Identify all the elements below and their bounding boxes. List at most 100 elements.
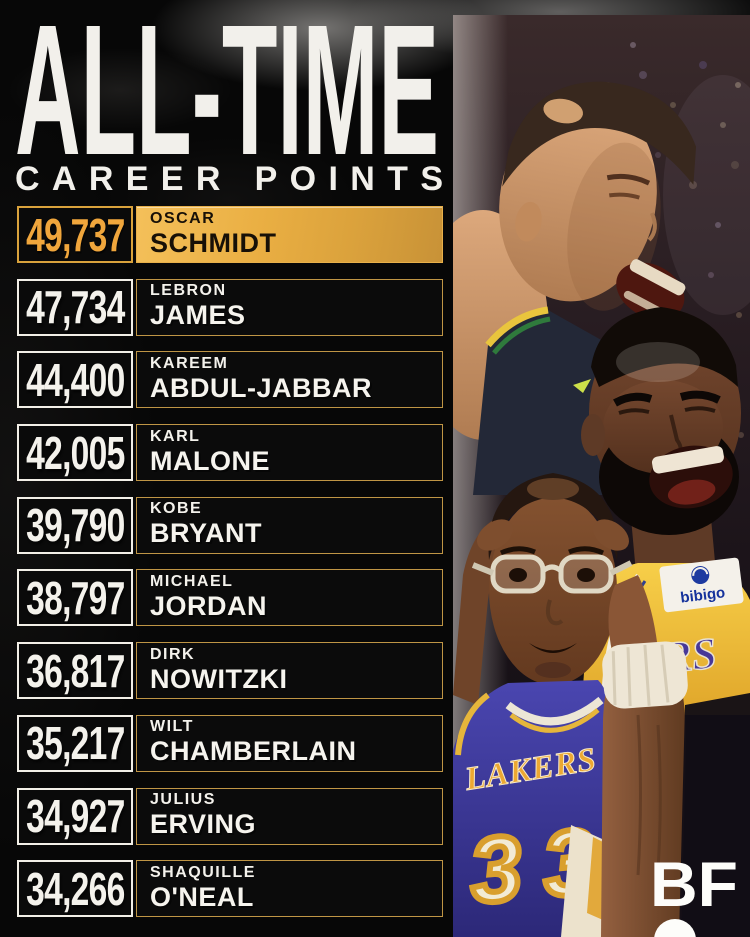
- points-box: 44,400: [17, 351, 133, 409]
- oscar-ear: [515, 201, 542, 242]
- ranking-row: 36,817 DIRK NOWITZKI: [17, 642, 443, 700]
- player-last-name: MALONE: [150, 445, 270, 476]
- ranking-row: 42,005 KARL MALONE: [17, 424, 443, 482]
- player-name-box: SHAQUILLE O'NEAL: [136, 860, 443, 918]
- player-name-box: KARL MALONE: [136, 424, 443, 482]
- ranking-row: 34,266 SHAQUILLE O'NEAL: [17, 860, 443, 918]
- kareem-hair: [488, 473, 618, 560]
- player-first-name: MICHAEL: [150, 572, 234, 590]
- player-name-box: LEBRON JAMES: [136, 278, 443, 336]
- points-value: 49,737: [25, 208, 125, 261]
- wristband: [602, 641, 688, 709]
- points-box: 34,927: [17, 787, 133, 845]
- player-first-name: WILT: [150, 718, 194, 736]
- oscar-eye: [608, 192, 640, 200]
- player-last-name: JAMES: [150, 300, 246, 331]
- points-value: 35,217: [25, 717, 125, 770]
- player-first-name: SHAQUILLE: [150, 863, 256, 881]
- player-last-name: JORDAN: [150, 590, 268, 621]
- player-name-box: WILT CHAMBERLAIN: [136, 714, 443, 772]
- points-value: 34,927: [25, 790, 125, 842]
- kareem-eyebrow-right: [568, 546, 605, 556]
- player-last-name: BRYANT: [150, 518, 263, 549]
- points-box: 38,797: [17, 569, 133, 627]
- bibigo-patch-text: bibigo: [679, 584, 726, 606]
- ranking-row: 35,217 WILT CHAMBERLAIN: [17, 714, 443, 772]
- points-value: 42,005: [25, 426, 125, 479]
- kareem-eye-right: [577, 568, 595, 582]
- player-first-name: KOBE: [150, 500, 203, 518]
- points-value: 36,817: [25, 644, 125, 697]
- player-first-name: DIRK: [150, 645, 196, 663]
- lebron-ear: [581, 414, 605, 456]
- ranking-row: 34,927 JULIUS ERVING: [17, 787, 443, 845]
- lebron-eye-left: [618, 408, 650, 415]
- player-first-name: JULIUS: [150, 791, 216, 808]
- photo-collage-panel: AS: [453, 15, 750, 937]
- points-box: 35,217: [17, 714, 133, 772]
- points-value: 38,797: [25, 571, 125, 624]
- player-last-name: SCHMIDT: [150, 227, 277, 258]
- lebron-eye-right: [684, 406, 716, 413]
- page-title: ALL-TIME: [15, 14, 439, 166]
- oscar-jersey-trim-yellow: [485, 306, 549, 348]
- player-last-name: O'NEAL: [150, 881, 254, 912]
- player-first-name: KARL: [150, 427, 201, 445]
- kareem-goggles: [471, 554, 633, 594]
- oscar-jersey-brand-mark: [573, 379, 591, 393]
- oscar-jersey-trim-green: [492, 316, 551, 355]
- ranking-row: 44,400 KAREEM ABDUL-JABBAR: [17, 351, 443, 409]
- kareem-collar-trim-gold: [509, 708, 600, 733]
- player-first-name: LEBRON: [150, 282, 227, 300]
- kareem-eye-left: [509, 568, 527, 582]
- bf-logo-text: BF: [650, 849, 738, 920]
- kareem-head: [489, 495, 617, 685]
- photo-collage: AS: [453, 15, 750, 937]
- player-last-name: NOWITZKI: [150, 663, 288, 694]
- lebron-open-mouth: [649, 445, 733, 509]
- points-box: 42,005: [17, 424, 133, 482]
- points-box: 36,817: [17, 642, 133, 700]
- player-first-name: KAREEM: [150, 354, 229, 372]
- kareem-shoulder-trim: [455, 692, 490, 756]
- points-value: 44,400: [25, 353, 125, 406]
- kareem-raised-hand: [608, 575, 658, 655]
- kareem-forearm: [601, 575, 688, 937]
- points-box: 49,737: [17, 206, 133, 263]
- points-value: 47,734: [25, 281, 125, 334]
- forearm: [601, 650, 686, 937]
- bottom-right-shadow: [679, 693, 750, 937]
- points-box: 34,266: [17, 860, 133, 918]
- player-name-box: DIRK NOWITZKI: [136, 642, 443, 700]
- ranking-row: 38,797 MICHAEL JORDAN: [17, 569, 443, 627]
- kareem-nose: [545, 599, 564, 626]
- player-name-box: MICHAEL JORDAN: [136, 569, 443, 627]
- player-name-box: OSCAR SCHMIDT: [136, 206, 443, 263]
- ranking-row-highlighted: 49,737 OSCAR SCHMIDT: [17, 206, 443, 263]
- lebron-sponsor-patch: bibigo: [659, 557, 744, 613]
- player-name-box: JULIUS ERVING: [136, 787, 443, 845]
- kareem-collar-trim-white: [505, 696, 604, 726]
- player-first-name: OSCAR: [150, 209, 216, 227]
- lebron-forehead-shine: [616, 342, 700, 382]
- lebron-eyebrow-left: [613, 392, 653, 407]
- player-last-name: CHAMBERLAIN: [150, 736, 357, 767]
- kareem-right-hand: [592, 519, 630, 551]
- player-name-box: KOBE BRYANT: [136, 496, 443, 554]
- ranking-row: 47,734 LEBRON JAMES: [17, 278, 443, 336]
- kareem-eyebrow-left: [499, 546, 536, 556]
- page-subtitle: CAREER POINTS: [15, 160, 443, 198]
- points-value: 39,790: [25, 499, 125, 552]
- ranking-list: 49,737 OSCAR SCHMIDT 47,734 LEBRON JAMES…: [17, 206, 443, 918]
- player-last-name: ERVING: [150, 809, 257, 839]
- player-name-box: KAREEM ABDUL-JABBAR: [136, 351, 443, 409]
- points-box: 47,734: [17, 278, 133, 336]
- player-last-name: ABDUL-JABBAR: [150, 372, 372, 403]
- kareem-mustache: [529, 643, 577, 653]
- bf-logo-partial-letter: [654, 919, 696, 937]
- kareem-left-hand: [476, 519, 514, 551]
- points-box: 39,790: [17, 496, 133, 554]
- kareem-mouth: [535, 662, 571, 678]
- title-text: ALL-TIME: [15, 14, 439, 166]
